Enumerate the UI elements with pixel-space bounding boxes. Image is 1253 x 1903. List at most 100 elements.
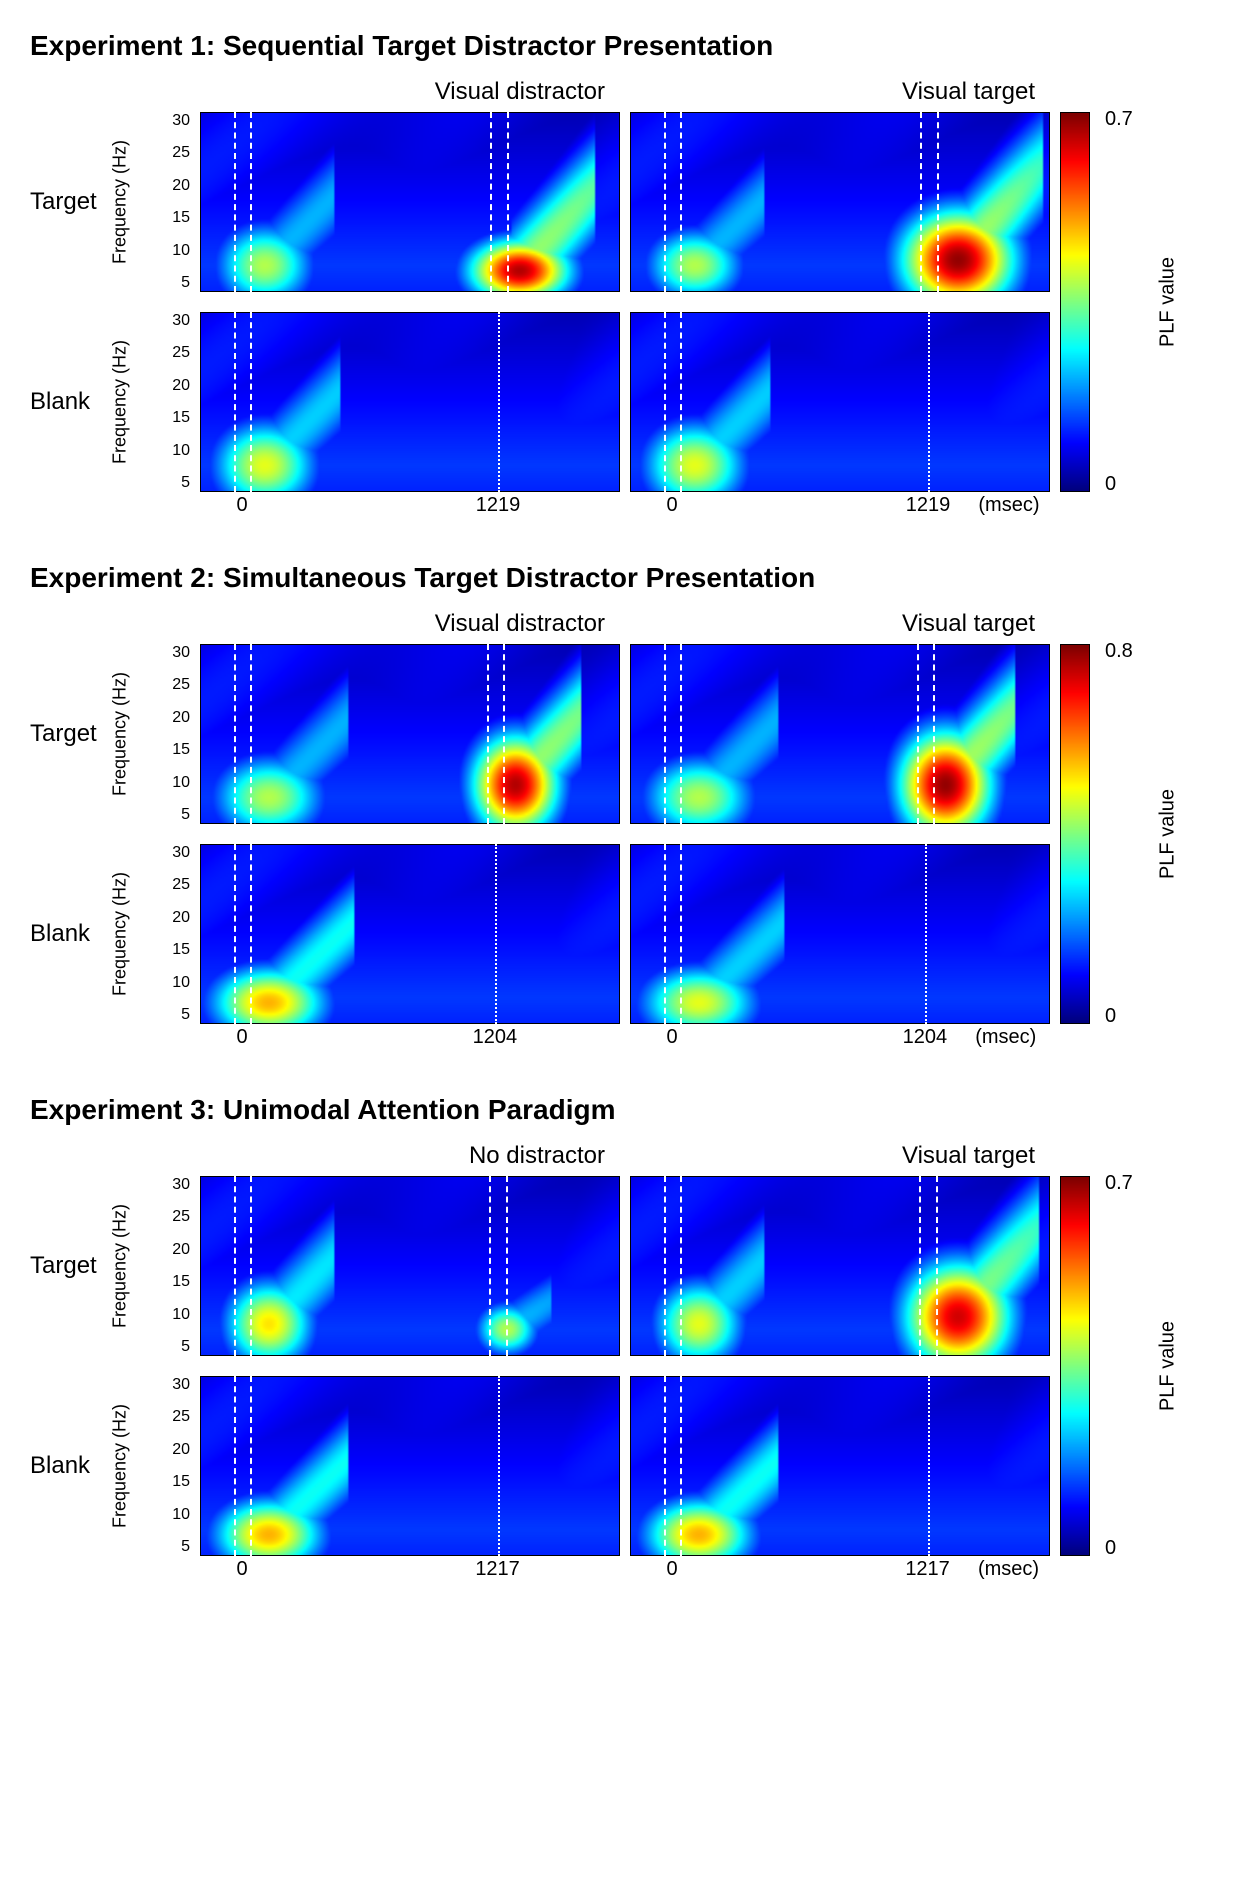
colorbar	[1060, 644, 1090, 1024]
xtick: 0	[236, 1026, 247, 1049]
row-label: Blank	[30, 388, 120, 416]
yaxis: Frequency (Hz)30252015105	[130, 312, 190, 492]
xtick: 1217	[475, 1558, 520, 1581]
column-header: Visual target	[630, 78, 1050, 106]
row-label: Blank	[30, 1452, 120, 1480]
xtick: 1219	[476, 494, 521, 517]
column-header: Visual distractor	[200, 610, 620, 638]
heatmap-canvas	[200, 312, 620, 492]
ytick: 15	[172, 1273, 190, 1291]
ytick: 20	[172, 1441, 190, 1459]
xaxis: 01217(msec)	[630, 1556, 1050, 1586]
colorbar-labels: 0.70PLF value	[1100, 1176, 1150, 1556]
yaxis: Frequency (Hz)30252015105	[130, 1376, 190, 1556]
yaxis-label: Frequency (Hz)	[110, 1404, 131, 1528]
ytick: 15	[172, 741, 190, 759]
xtick: 0	[236, 1558, 247, 1581]
ytick: 25	[172, 144, 190, 162]
panel-grid: No distractorVisual targetTargetFrequenc…	[30, 1136, 1223, 1586]
xaxis-unit: (msec)	[978, 1558, 1039, 1581]
ytick: 30	[172, 644, 190, 662]
experiment-2: Experiment 2: Simultaneous Target Distra…	[30, 562, 1223, 1054]
colorbar-labels: 0.80PLF value	[1100, 644, 1150, 1024]
yaxis: Frequency (Hz)30252015105	[130, 644, 190, 824]
ytick: 15	[172, 409, 190, 427]
ytick: 15	[172, 1473, 190, 1491]
ytick: 5	[172, 1338, 190, 1356]
ytick: 5	[172, 1538, 190, 1556]
heatmap-canvas	[630, 1376, 1050, 1556]
ytick: 30	[172, 1176, 190, 1194]
colorbar-max: 0.7	[1105, 108, 1133, 131]
column-header: No distractor	[200, 1142, 620, 1170]
ytick: 10	[172, 1306, 190, 1324]
ytick: 25	[172, 344, 190, 362]
heatmap-canvas	[630, 112, 1050, 292]
heatmap-panel	[200, 1176, 620, 1356]
column-header: Visual distractor	[200, 78, 620, 106]
heatmap-panel	[200, 312, 620, 492]
heatmap-canvas	[200, 644, 620, 824]
experiment-1: Experiment 1: Sequential Target Distract…	[30, 30, 1223, 522]
row-label: Blank	[30, 920, 120, 948]
heatmap-panel	[200, 644, 620, 824]
experiment-title: Experiment 3: Unimodal Attention Paradig…	[30, 1094, 1223, 1126]
experiment-title: Experiment 1: Sequential Target Distract…	[30, 30, 1223, 62]
colorbar-min: 0	[1105, 473, 1116, 496]
heatmap-panel	[630, 1376, 1050, 1556]
heatmap-canvas	[630, 644, 1050, 824]
ytick: 20	[172, 377, 190, 395]
ytick: 5	[172, 474, 190, 492]
ytick: 30	[172, 1376, 190, 1394]
experiment-3: Experiment 3: Unimodal Attention Paradig…	[30, 1094, 1223, 1586]
xaxis: 0 1217	[200, 1556, 620, 1586]
colorbar	[1060, 1176, 1090, 1556]
xtick: 0	[666, 1558, 677, 1581]
colorbar-title: PLF value	[1157, 1321, 1180, 1411]
heatmap-panel	[630, 844, 1050, 1024]
ytick: 5	[172, 274, 190, 292]
ytick: 5	[172, 1006, 190, 1024]
heatmap-canvas	[200, 112, 620, 292]
xtick: 0	[236, 494, 247, 517]
heatmap-canvas	[200, 1376, 620, 1556]
yaxis: Frequency (Hz)30252015105	[130, 1176, 190, 1356]
ytick: 30	[172, 312, 190, 330]
xaxis: 01204(msec)	[630, 1024, 1050, 1054]
heatmap-canvas	[200, 844, 620, 1024]
row-label: Target	[30, 188, 120, 216]
heatmap-panel	[630, 312, 1050, 492]
ytick: 30	[172, 112, 190, 130]
heatmap-panel	[630, 112, 1050, 292]
ytick: 10	[172, 242, 190, 260]
colorbar-labels: 0.70PLF value	[1100, 112, 1150, 492]
ytick: 25	[172, 676, 190, 694]
xaxis: 0 1219	[200, 492, 620, 522]
column-header: Visual target	[630, 1142, 1050, 1170]
ytick: 10	[172, 974, 190, 992]
yaxis: Frequency (Hz)30252015105	[130, 112, 190, 292]
panel-grid: Visual distractor Visual target Target Freq…	[30, 72, 1223, 522]
ytick: 20	[172, 909, 190, 927]
colorbar-max: 0.8	[1105, 640, 1133, 663]
ytick: 10	[172, 1506, 190, 1524]
yaxis-label: Frequency (Hz)	[110, 1204, 131, 1328]
heatmap-panel	[200, 112, 620, 292]
column-header: Visual target	[630, 610, 1050, 638]
xtick: 0	[666, 1026, 677, 1049]
ytick: 20	[172, 177, 190, 195]
xaxis: 01204	[200, 1024, 620, 1054]
heatmap-canvas	[630, 844, 1050, 1024]
ytick: 5	[172, 806, 190, 824]
xtick: 1204	[903, 1026, 948, 1049]
colorbar-min: 0	[1105, 1005, 1116, 1028]
yaxis-label: Frequency (Hz)	[110, 340, 131, 464]
yaxis: Frequency (Hz)30252015105	[130, 844, 190, 1024]
xaxis-unit: (msec)	[978, 494, 1039, 517]
panel-grid: Visual distractorVisual targetTargetFreq…	[30, 604, 1223, 1054]
heatmap-canvas	[630, 1176, 1050, 1356]
colorbar-max: 0.7	[1105, 1172, 1133, 1195]
heatmap-panel	[630, 1176, 1050, 1356]
ytick: 30	[172, 844, 190, 862]
xtick: 0	[666, 494, 677, 517]
